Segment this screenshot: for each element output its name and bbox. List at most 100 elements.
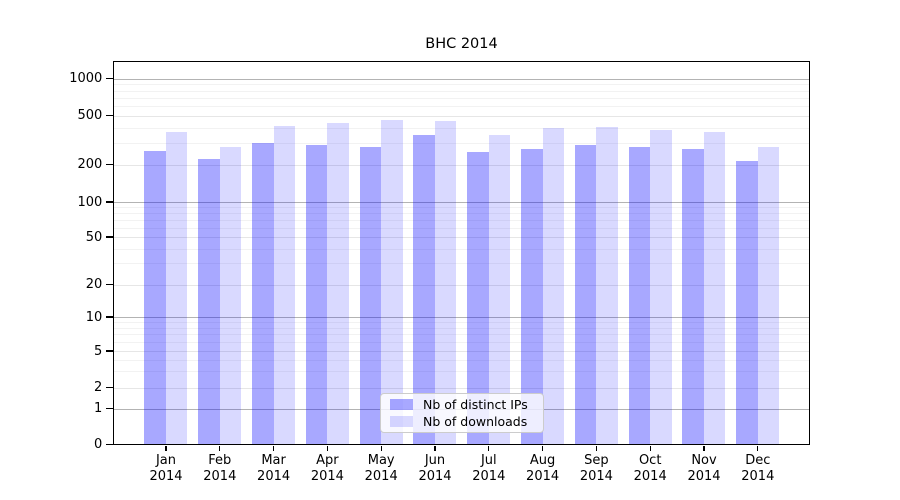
bar-downloads-sep	[596, 127, 618, 445]
y-tick-label-50: 50	[85, 229, 103, 245]
x-tick-year: 2014	[257, 469, 291, 484]
y-tick-label-1000: 1000	[69, 71, 103, 87]
y-tick-label-500: 500	[77, 108, 103, 124]
x-tick-label-jan: Jan 2014	[138, 453, 194, 486]
x-tick-dec	[757, 445, 759, 452]
legend-swatch-icon	[390, 416, 413, 427]
x-tick-label-oct: Oct 2014	[622, 453, 678, 486]
bar-downloads-oct	[650, 129, 672, 445]
legend-swatch-icon	[390, 399, 413, 410]
legend-label: Nb of downloads	[423, 414, 528, 429]
y-tick-label-0: 0	[94, 437, 103, 452]
bar-ips-jun	[413, 134, 435, 445]
x-tick-label-aug: Aug 2014	[515, 453, 571, 486]
gridline-minor-y-4	[113, 359, 810, 361]
y-tick-label-1: 1	[94, 401, 103, 416]
gridline-y-2	[113, 387, 810, 389]
gridline-minor-y-40	[113, 248, 810, 250]
gridline-minor-y-3	[113, 371, 810, 373]
bar-ips-aug	[521, 148, 543, 445]
legend: Nb of distinct IPs Nb of downloads	[380, 393, 544, 433]
bar-downloads-apr	[327, 123, 349, 445]
x-tick-label-apr: Apr 2014	[299, 453, 355, 486]
bar-downloads-jun	[434, 120, 457, 445]
x-tick-month: Aug	[529, 452, 556, 468]
x-tick-year: 2014	[149, 469, 183, 484]
x-tick-label-feb: Feb 2014	[192, 453, 248, 486]
x-tick-mar	[272, 445, 275, 452]
bar-ips-may	[359, 146, 382, 445]
x-tick-year: 2014	[741, 469, 775, 484]
y-tick-label-20: 20	[85, 277, 103, 292]
bar-downloads-dec	[757, 146, 780, 445]
y-tick-20	[106, 283, 114, 286]
x-tick-month: Jun	[424, 452, 446, 468]
gridline-minor-y-6	[113, 342, 810, 344]
x-tick-year: 2014	[418, 469, 452, 484]
x-tick-apr	[326, 445, 329, 452]
x-tick-jul	[488, 445, 490, 452]
gridline-y-1000	[113, 78, 810, 80]
gridline-minor-y-9	[113, 322, 810, 324]
y-tick-label-10: 10	[85, 309, 103, 325]
chart-title: BHC 2014	[425, 36, 498, 52]
x-tick-label-jul: Jul 2014	[461, 453, 517, 486]
y-tick-50	[106, 236, 114, 238]
legend-item-distinct-ips: Nb of distinct IPs	[390, 397, 543, 412]
bar-ips-sep	[574, 144, 597, 445]
gridline-minor-y-80	[113, 213, 810, 215]
gridline-minor-y-700	[113, 97, 810, 99]
gridline-y-10	[113, 317, 810, 318]
y-tick-label-100: 100	[77, 194, 103, 210]
x-tick-aug	[541, 445, 544, 452]
y-tick-200	[106, 164, 114, 166]
gridline-minor-y-400	[113, 127, 810, 129]
x-tick-year: 2014	[472, 469, 506, 484]
bar-downloads-jul	[488, 134, 511, 445]
bar-downloads-nov	[703, 131, 726, 445]
gridline-y-50	[113, 237, 810, 238]
bar-ips-apr	[305, 144, 328, 445]
gridline-minor-y-600	[113, 106, 810, 108]
gridline-minor-y-300	[113, 143, 810, 145]
x-tick-feb	[219, 445, 221, 452]
y-tick-0	[106, 443, 114, 446]
x-tick-jun	[434, 445, 436, 452]
bar-downloads-feb	[219, 146, 242, 445]
y-tick-1	[106, 407, 114, 410]
x-tick-month: Sep	[584, 452, 609, 468]
x-tick-month: Jul	[480, 452, 497, 468]
y-tick-1000	[106, 78, 114, 80]
x-tick-label-nov: Nov 2014	[676, 453, 732, 486]
gridline-minor-y-7	[113, 334, 810, 336]
x-tick-month: Apr	[316, 452, 339, 468]
bar-ips-jan	[144, 150, 166, 445]
y-tick-label-5: 5	[94, 343, 103, 359]
x-tick-jan	[165, 445, 167, 452]
bar-downloads-may	[381, 119, 403, 445]
x-tick-year: 2014	[633, 469, 667, 484]
x-tick-label-dec: Dec 2014	[730, 453, 786, 486]
bar-ips-oct	[628, 146, 651, 445]
bar-ips-mar	[252, 143, 274, 445]
x-tick-year: 2014	[526, 469, 560, 484]
bar-downloads-mar	[273, 125, 296, 445]
bar-ips-nov	[682, 148, 704, 445]
gridline-y-5	[113, 351, 810, 352]
x-tick-month: Jan	[155, 452, 177, 468]
gridline-y-500	[113, 115, 810, 117]
x-tick-year: 2014	[579, 469, 613, 484]
y-tick-5	[106, 350, 114, 352]
gridline-y-100	[113, 202, 810, 203]
x-tick-year: 2014	[364, 469, 398, 484]
legend-item-downloads: Nb of downloads	[390, 414, 543, 429]
x-tick-label-may: May 2014	[353, 453, 409, 486]
gridline-minor-y-800	[113, 90, 810, 92]
x-tick-label-jun: Jun 2014	[407, 453, 463, 486]
gridline-y-20	[113, 284, 810, 286]
bar-ips-dec	[736, 160, 758, 445]
gridline-minor-y-900	[113, 84, 810, 86]
y-tick-label-200: 200	[77, 157, 103, 173]
x-tick-month: Nov	[691, 452, 717, 468]
